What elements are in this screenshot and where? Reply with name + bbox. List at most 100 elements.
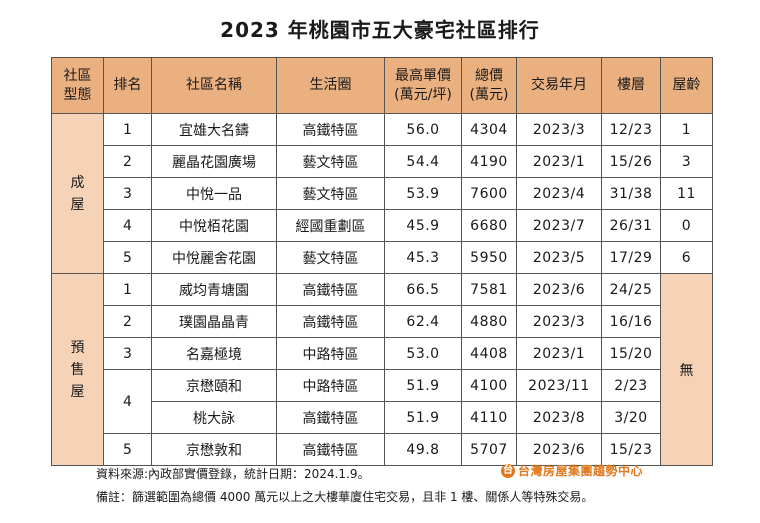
community-name-cell: 威均青塘園 bbox=[151, 273, 277, 306]
header-rank: 排名 bbox=[103, 57, 152, 114]
date-cell: 2023/6 bbox=[516, 273, 602, 306]
date-cell: 2023/11 bbox=[516, 369, 602, 402]
logo-mark-icon: 台 bbox=[501, 463, 515, 478]
max-price-cell: 53.9 bbox=[384, 177, 462, 210]
floor-cell: 15/20 bbox=[601, 337, 661, 370]
table-row: 2 璞園晶晶青 高鐵特區 62.4 4880 2023/3 16/16 bbox=[52, 305, 713, 338]
table-header-row: 社區 型態 排名 社區名稱 生活圈 最高單價 (萬元/坪) 總價 (萬元) 交易年月 … bbox=[51, 57, 713, 114]
total-price-cell: 6680 bbox=[461, 209, 517, 242]
total-price-cell: 5950 bbox=[461, 241, 517, 274]
floor-cell: 3/20 bbox=[601, 401, 661, 434]
header-floor: 樓層 bbox=[601, 57, 661, 114]
header-area: 生活圈 bbox=[276, 57, 385, 114]
rank-cell: 1 bbox=[103, 273, 152, 306]
header-date: 交易年月 bbox=[516, 57, 602, 114]
area-cell: 藝文特區 bbox=[276, 145, 385, 178]
community-name-cell: 桃大詠 bbox=[151, 401, 277, 434]
table-row: 4 中悅栢花園 經國重劃區 45.9 6680 2023/7 26/31 0 bbox=[52, 209, 713, 242]
presale-age-cell: 無 bbox=[660, 273, 713, 466]
floor-cell: 24/25 bbox=[601, 273, 661, 306]
community-name-cell: 京懋敦和 bbox=[151, 433, 277, 466]
age-cell: 11 bbox=[660, 177, 713, 210]
date-cell: 2023/1 bbox=[516, 145, 602, 178]
table-row: 5 京懋敦和 高鐵特區 49.8 5707 2023/6 15/23 bbox=[52, 433, 713, 466]
area-cell: 高鐵特區 bbox=[276, 433, 385, 466]
total-price-cell: 7581 bbox=[461, 273, 517, 306]
rank-cell: 3 bbox=[103, 337, 152, 370]
total-price-cell: 5707 bbox=[461, 433, 517, 466]
community-name-cell: 宜雄大名鑄 bbox=[151, 113, 277, 146]
age-cell: 1 bbox=[660, 113, 713, 146]
total-price-cell: 4190 bbox=[461, 145, 517, 178]
floor-cell: 17/29 bbox=[601, 241, 661, 274]
table-row: 5 中悅麗舍花園 藝文特區 45.3 5950 2023/5 17/29 6 bbox=[52, 241, 713, 274]
max-price-cell: 66.5 bbox=[384, 273, 462, 306]
floor-cell: 12/23 bbox=[601, 113, 661, 146]
header-name: 社區名稱 bbox=[151, 57, 277, 114]
rank-cell: 4 bbox=[103, 209, 152, 242]
floor-cell: 16/16 bbox=[601, 305, 661, 338]
community-name-cell: 京懋頤和 bbox=[151, 369, 277, 402]
table-row: 桃大詠 高鐵特區 51.9 4110 2023/8 3/20 bbox=[52, 401, 713, 434]
rank-cell: 2 bbox=[103, 305, 152, 338]
max-price-cell: 51.9 bbox=[384, 369, 462, 402]
max-price-cell: 51.9 bbox=[384, 401, 462, 434]
date-cell: 2023/8 bbox=[516, 401, 602, 434]
rank-cell: 4 bbox=[103, 369, 152, 434]
date-cell: 2023/6 bbox=[516, 433, 602, 466]
community-name-cell: 名嘉極境 bbox=[151, 337, 277, 370]
date-cell: 2023/5 bbox=[516, 241, 602, 274]
floor-cell: 31/38 bbox=[601, 177, 661, 210]
age-cell: 0 bbox=[660, 209, 713, 242]
total-price-cell: 4880 bbox=[461, 305, 517, 338]
floor-cell: 15/26 bbox=[601, 145, 661, 178]
area-cell: 高鐵特區 bbox=[276, 113, 385, 146]
logo-text: 台灣房屋集團趨勢中心 bbox=[518, 464, 644, 478]
age-cell: 3 bbox=[660, 145, 713, 178]
max-price-cell: 54.4 bbox=[384, 145, 462, 178]
total-price-cell: 7600 bbox=[461, 177, 517, 210]
remark-note: 備註：篩選範圍為總價 4000 萬元以上之大樓華廈住宅交易，且非 1 樓、關係人… bbox=[96, 490, 594, 504]
area-cell: 高鐵特區 bbox=[276, 401, 385, 434]
floor-cell: 15/23 bbox=[601, 433, 661, 466]
table-row: 成屋 1 宜雄大名鑄 高鐵特區 56.0 4304 2023/3 12/23 1 bbox=[51, 113, 713, 274]
area-cell: 高鐵特區 bbox=[276, 273, 385, 306]
community-name-cell: 中悅麗舍花園 bbox=[151, 241, 277, 274]
group-presale: 預售屋 bbox=[51, 273, 104, 466]
total-price-cell: 4100 bbox=[461, 369, 517, 402]
area-cell: 中路特區 bbox=[276, 369, 385, 402]
table-row: 4 京懋頤和 中路特區 51.9 4100 2023/11 2/23 bbox=[52, 369, 713, 434]
community-name-cell: 中悅一品 bbox=[151, 177, 277, 210]
max-price-cell: 45.9 bbox=[384, 209, 462, 242]
floor-cell: 26/31 bbox=[601, 209, 661, 242]
max-price-cell: 45.3 bbox=[384, 241, 462, 274]
max-price-cell: 53.0 bbox=[384, 337, 462, 370]
header-max-price: 最高單價 (萬元/坪) bbox=[384, 57, 462, 114]
table-row: 2 麗晶花園廣場 藝文特區 54.4 4190 2023/1 15/26 3 bbox=[52, 145, 713, 178]
table-row: 3 名嘉極境 中路特區 53.0 4408 2023/1 15/20 bbox=[52, 337, 713, 370]
group-existing: 成屋 bbox=[51, 113, 104, 274]
header-total: 總價 (萬元) bbox=[461, 57, 517, 114]
table-row: 預售屋 1 威均青塘園 高鐵特區 66.5 7581 2023/6 24/25 無 bbox=[51, 273, 713, 466]
date-cell: 2023/3 bbox=[516, 113, 602, 146]
rank-cell: 3 bbox=[103, 177, 152, 210]
date-cell: 2023/1 bbox=[516, 337, 602, 370]
total-price-cell: 4408 bbox=[461, 337, 517, 370]
area-cell: 藝文特區 bbox=[276, 177, 385, 210]
total-price-cell: 4110 bbox=[461, 401, 517, 434]
rank-cell: 5 bbox=[103, 241, 152, 274]
rank-cell: 5 bbox=[103, 433, 152, 466]
area-cell: 高鐵特區 bbox=[276, 305, 385, 338]
rank-cell: 1 bbox=[103, 113, 152, 146]
area-cell: 經國重劃區 bbox=[276, 209, 385, 242]
header-age: 屋齡 bbox=[660, 57, 713, 114]
community-name-cell: 麗晶花園廣場 bbox=[151, 145, 277, 178]
max-price-cell: 56.0 bbox=[384, 113, 462, 146]
brand-logo: 台 台灣房屋集團趨勢中心 bbox=[501, 462, 643, 479]
area-cell: 藝文特區 bbox=[276, 241, 385, 274]
total-price-cell: 4304 bbox=[461, 113, 517, 146]
max-price-cell: 49.8 bbox=[384, 433, 462, 466]
page-title: 2023 年桃園市五大豪宅社區排行 bbox=[220, 18, 540, 42]
community-name-cell: 璞園晶晶青 bbox=[151, 305, 277, 338]
rank-cell: 2 bbox=[103, 145, 152, 178]
